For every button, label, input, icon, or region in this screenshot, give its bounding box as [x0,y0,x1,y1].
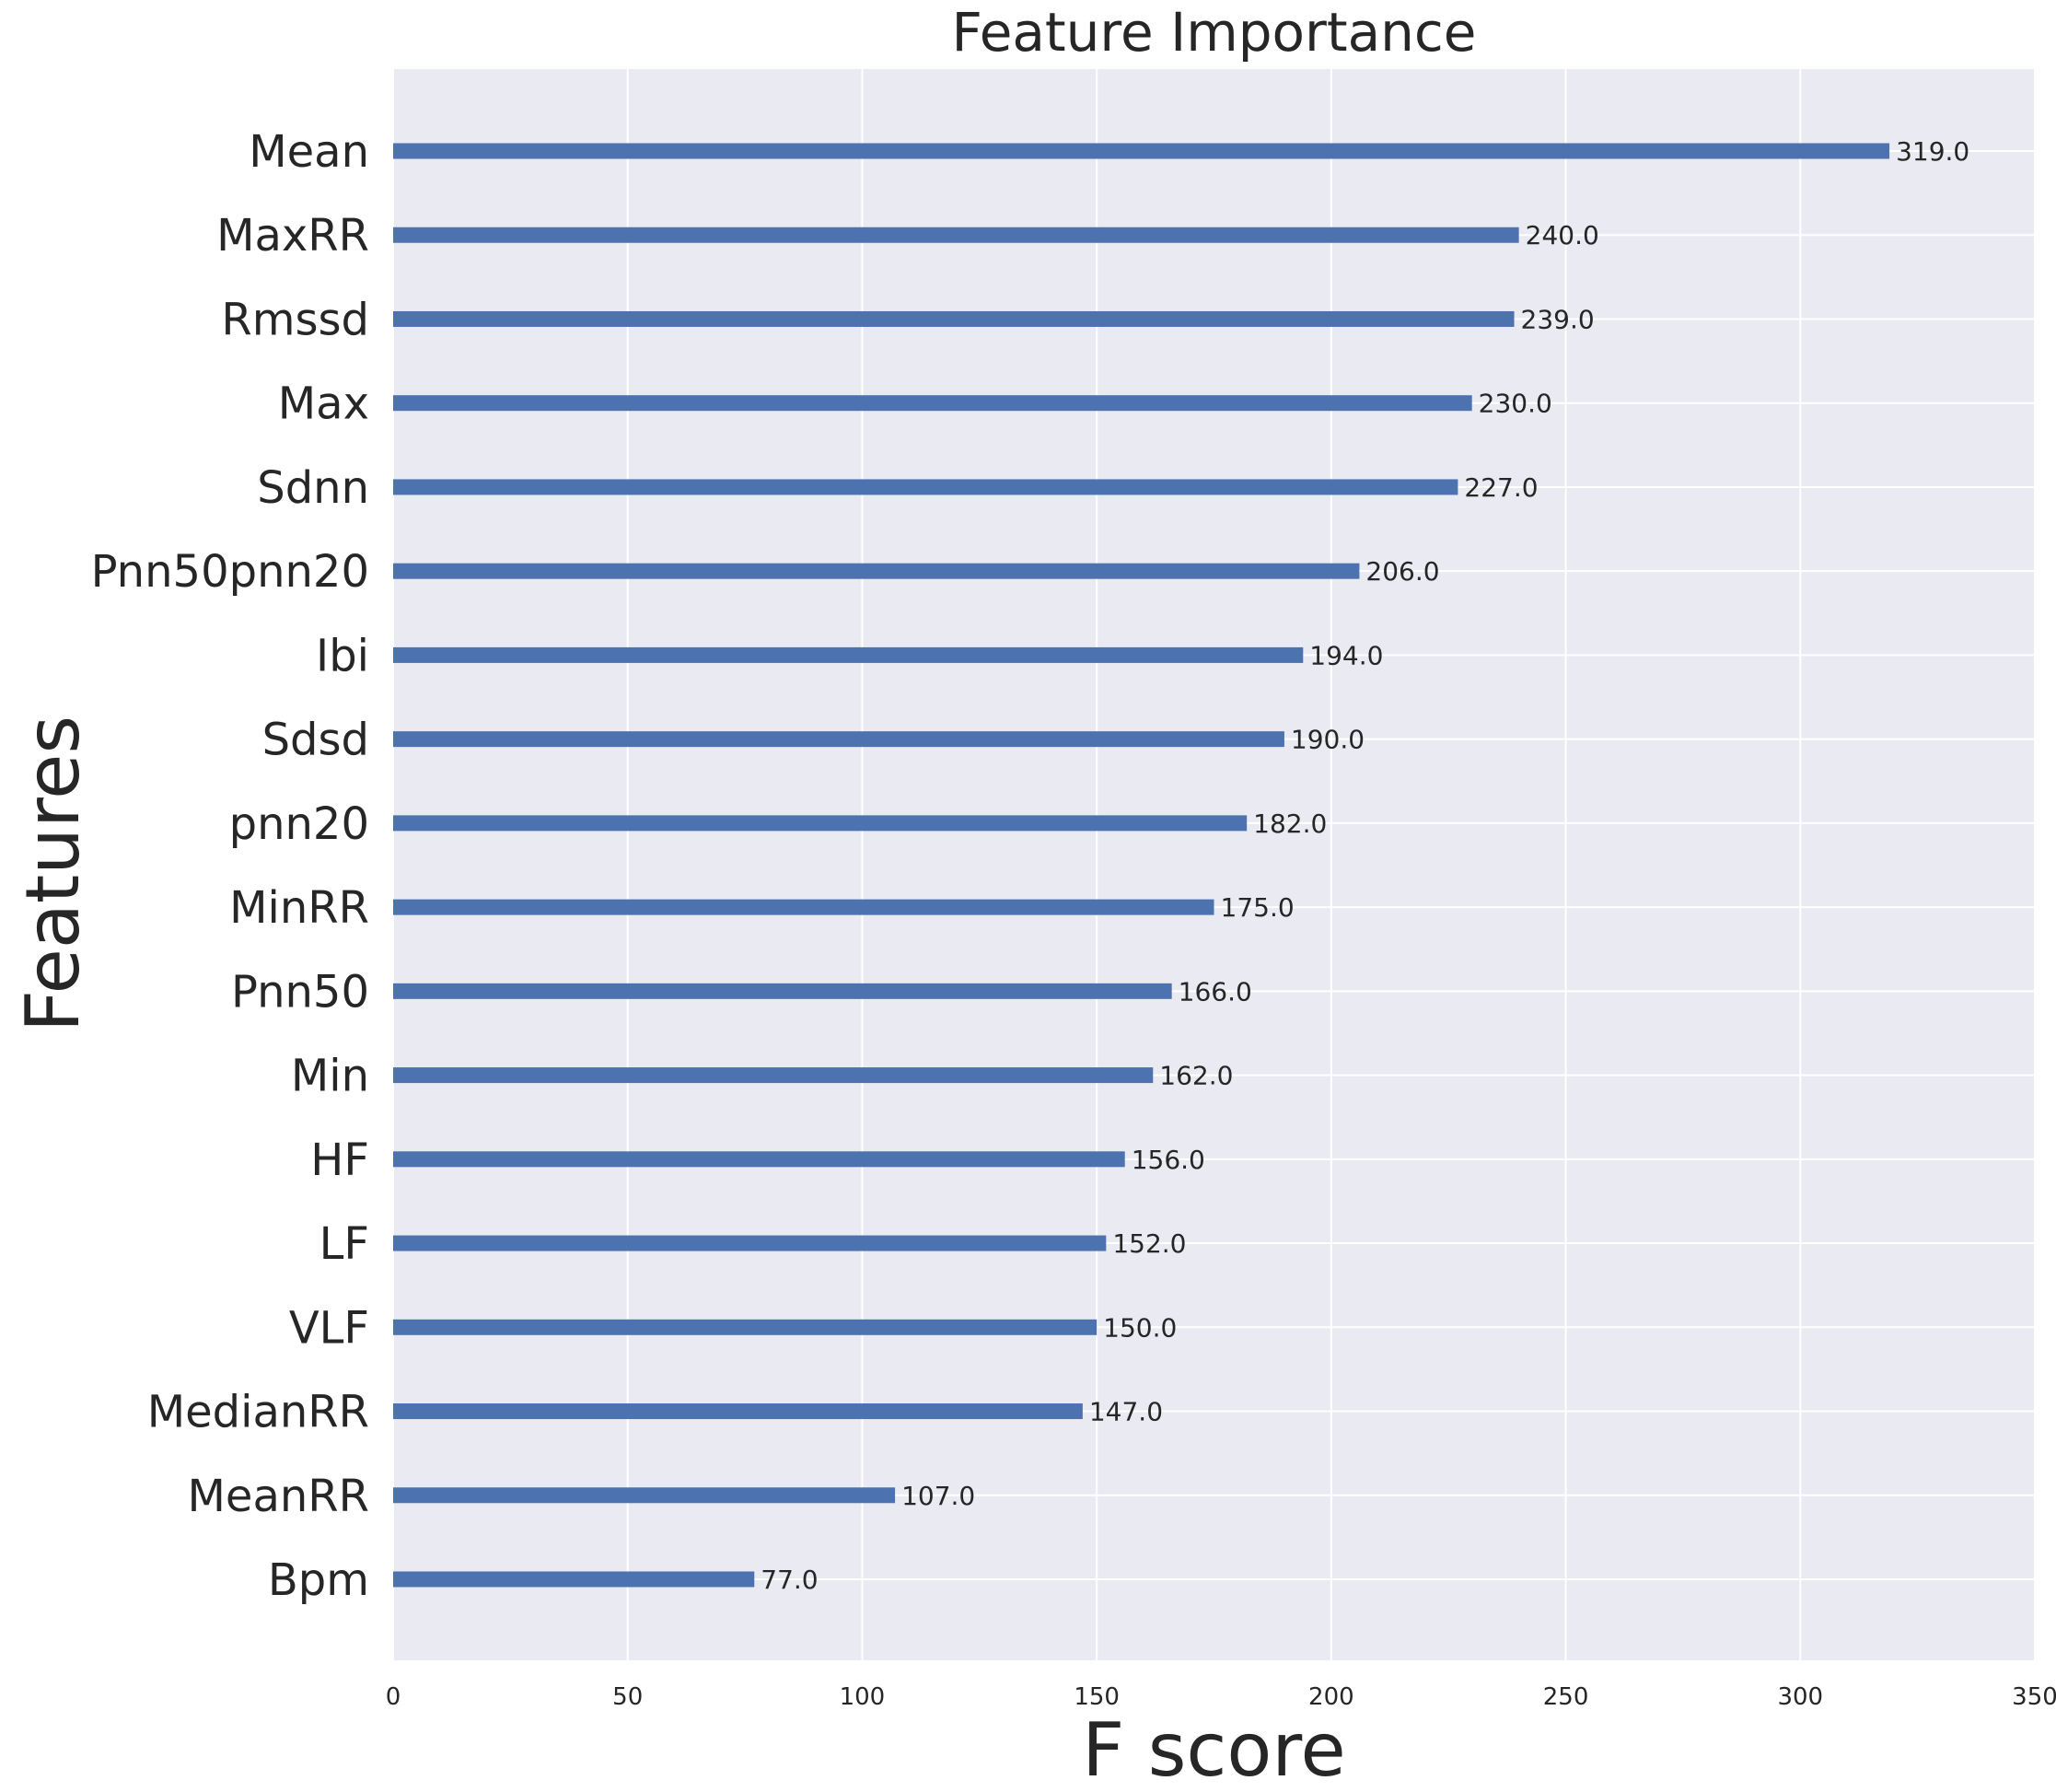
x-tick-label: 250 [1543,1683,1589,1711]
y-tick-label: Bpm [268,1554,369,1606]
bar-mean [393,143,1890,159]
y-tick-label: Sdnn [257,462,369,514]
bar-sdnn [393,479,1458,495]
y-tick-label: MaxRR [216,210,369,262]
bar-rmssd [393,310,1515,327]
y-axis-label: Features [10,716,96,1032]
x-tick-label: 100 [840,1683,886,1711]
bar-value-labels: 319.0 240.0 239.0 230.0 227.0 206.0 194.0 190.0… [761,136,1969,1595]
bar-value-label: 240.0 [1526,220,1599,250]
y-tick-label: Ibi [316,630,369,681]
y-tick-label: Pnn50 [231,966,369,1018]
chart-title: Feature Importance [952,1,1477,64]
bar-value-label: 194.0 [1309,640,1383,670]
bar-value-label: 147.0 [1089,1397,1163,1427]
y-tick-label: MinRR [229,882,369,934]
plot-area [393,69,2035,1660]
bar-value-label: 162.0 [1159,1061,1233,1091]
bars [393,143,1890,1588]
bar-pnn50pnn20 [393,563,1360,579]
x-tick-label: 50 [612,1683,643,1711]
bar-value-label: 319.0 [1896,136,1969,167]
y-tick-label: Rmssd [221,294,369,345]
y-tick-label: LF [319,1218,369,1270]
x-axis-label: F score [1082,1707,1345,1792]
x-tick-label: 350 [2012,1683,2056,1711]
bar-value-label: 156.0 [1132,1145,1205,1175]
bar-max [393,395,1472,412]
bar-value-label: 107.0 [901,1481,975,1511]
bar-value-label: 152.0 [1112,1228,1186,1259]
bar-minrr [393,899,1214,915]
y-tick-label: Sdsd [262,715,369,766]
bar-bpm [393,1571,755,1588]
y-tick-label: VLF [289,1302,369,1354]
bar-value-label: 166.0 [1179,976,1252,1007]
bar-meanrr [393,1487,896,1504]
x-tick-labels: 0 50 100 150 200 250 300 350 [386,1683,2056,1711]
bar-hf [393,1151,1125,1168]
bar-value-label: 77.0 [761,1565,818,1595]
bar-value-label: 190.0 [1291,725,1365,755]
y-tick-label: Max [278,378,369,430]
bar-value-label: 175.0 [1221,892,1295,923]
bar-min [393,1067,1154,1084]
bar-value-label: 227.0 [1464,472,1538,503]
bar-pnn50 [393,983,1172,999]
y-tick-label: MedianRR [147,1387,369,1438]
y-tick-labels: Mean MaxRR Rmssd Max Sdnn Pnn50pnn20 Ibi Sdsd pn… [91,126,369,1606]
y-tick-label: pnn20 [229,798,369,850]
x-tick-label: 0 [386,1683,401,1711]
bar-sdsd [393,731,1284,748]
bar-medianrr [393,1403,1083,1420]
y-tick-label: Pnn50pnn20 [91,546,369,598]
y-tick-label: HF [310,1135,369,1186]
y-tick-label: Mean [249,126,369,178]
bar-value-label: 182.0 [1253,809,1327,839]
bar-ibi [393,646,1304,663]
bar-value-label: 150.0 [1103,1312,1177,1343]
bar-value-label: 206.0 [1365,556,1439,587]
x-tick-label: 150 [1074,1683,1120,1711]
bar-maxrr [393,227,1519,243]
y-tick-label: Min [291,1051,369,1102]
bar-vlf [393,1319,1098,1335]
bar-value-label: 239.0 [1521,304,1595,334]
x-tick-label: 200 [1308,1683,1354,1711]
y-tick-label: MeanRR [188,1471,369,1522]
bar-lf [393,1235,1107,1251]
bar-value-label: 230.0 [1479,389,1552,419]
bar-pnn20 [393,815,1248,832]
x-tick-label: 300 [1777,1683,1823,1711]
